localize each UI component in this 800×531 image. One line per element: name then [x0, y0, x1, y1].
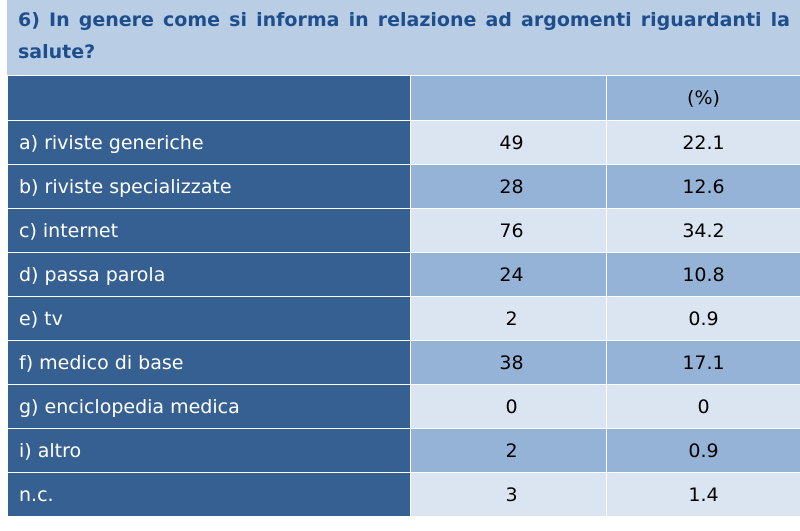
row-percent: 22.1 [606, 120, 800, 165]
row-percent: 10.8 [606, 252, 800, 297]
row-count: 38 [410, 340, 607, 385]
header-count-cell [410, 75, 607, 121]
row-percent: 0.9 [606, 428, 800, 473]
row-count: 3 [410, 472, 607, 517]
row-label: f) medico di base [7, 340, 411, 385]
table-row: f) medico di base 38 17.1 [7, 340, 800, 385]
row-label: i) altro [7, 428, 411, 473]
row-percent: 12.6 [606, 164, 800, 209]
table-row: d) passa parola 24 10.8 [7, 252, 800, 297]
row-percent: 34.2 [606, 208, 800, 253]
row-count: 2 [410, 296, 607, 341]
header-label-cell [7, 75, 411, 121]
table-header-row: (%) [7, 75, 800, 121]
table-row: g) enciclopedia medica 0 0 [7, 384, 800, 429]
row-label: e) tv [7, 296, 411, 341]
row-percent: 0 [606, 384, 800, 429]
table-row: a) riviste generiche 49 22.1 [7, 120, 800, 165]
row-count: 76 [410, 208, 607, 253]
results-table: (%) a) riviste generiche 49 22.1 b) rivi… [7, 75, 800, 517]
row-count: 2 [410, 428, 607, 473]
row-percent: 1.4 [606, 472, 800, 517]
row-label: b) riviste specializzate [7, 164, 411, 209]
row-count: 24 [410, 252, 607, 297]
question-title: 6) In genere come si informa in relazion… [7, 0, 800, 75]
table-row: e) tv 2 0.9 [7, 296, 800, 341]
row-label: g) enciclopedia medica [7, 384, 411, 429]
row-label: a) riviste generiche [7, 120, 411, 165]
row-percent: 17.1 [606, 340, 800, 385]
table-row: i) altro 2 0.9 [7, 428, 800, 473]
header-percent-cell: (%) [606, 75, 800, 121]
row-count: 49 [410, 120, 607, 165]
row-label: c) internet [7, 208, 411, 253]
table-row: n.c. 3 1.4 [7, 472, 800, 517]
row-label: d) passa parola [7, 252, 411, 297]
row-count: 28 [410, 164, 607, 209]
row-count: 0 [410, 384, 607, 429]
row-label: n.c. [7, 472, 411, 517]
table-row: b) riviste specializzate 28 12.6 [7, 164, 800, 209]
row-percent: 0.9 [606, 296, 800, 341]
table-row: c) internet 76 34.2 [7, 208, 800, 253]
